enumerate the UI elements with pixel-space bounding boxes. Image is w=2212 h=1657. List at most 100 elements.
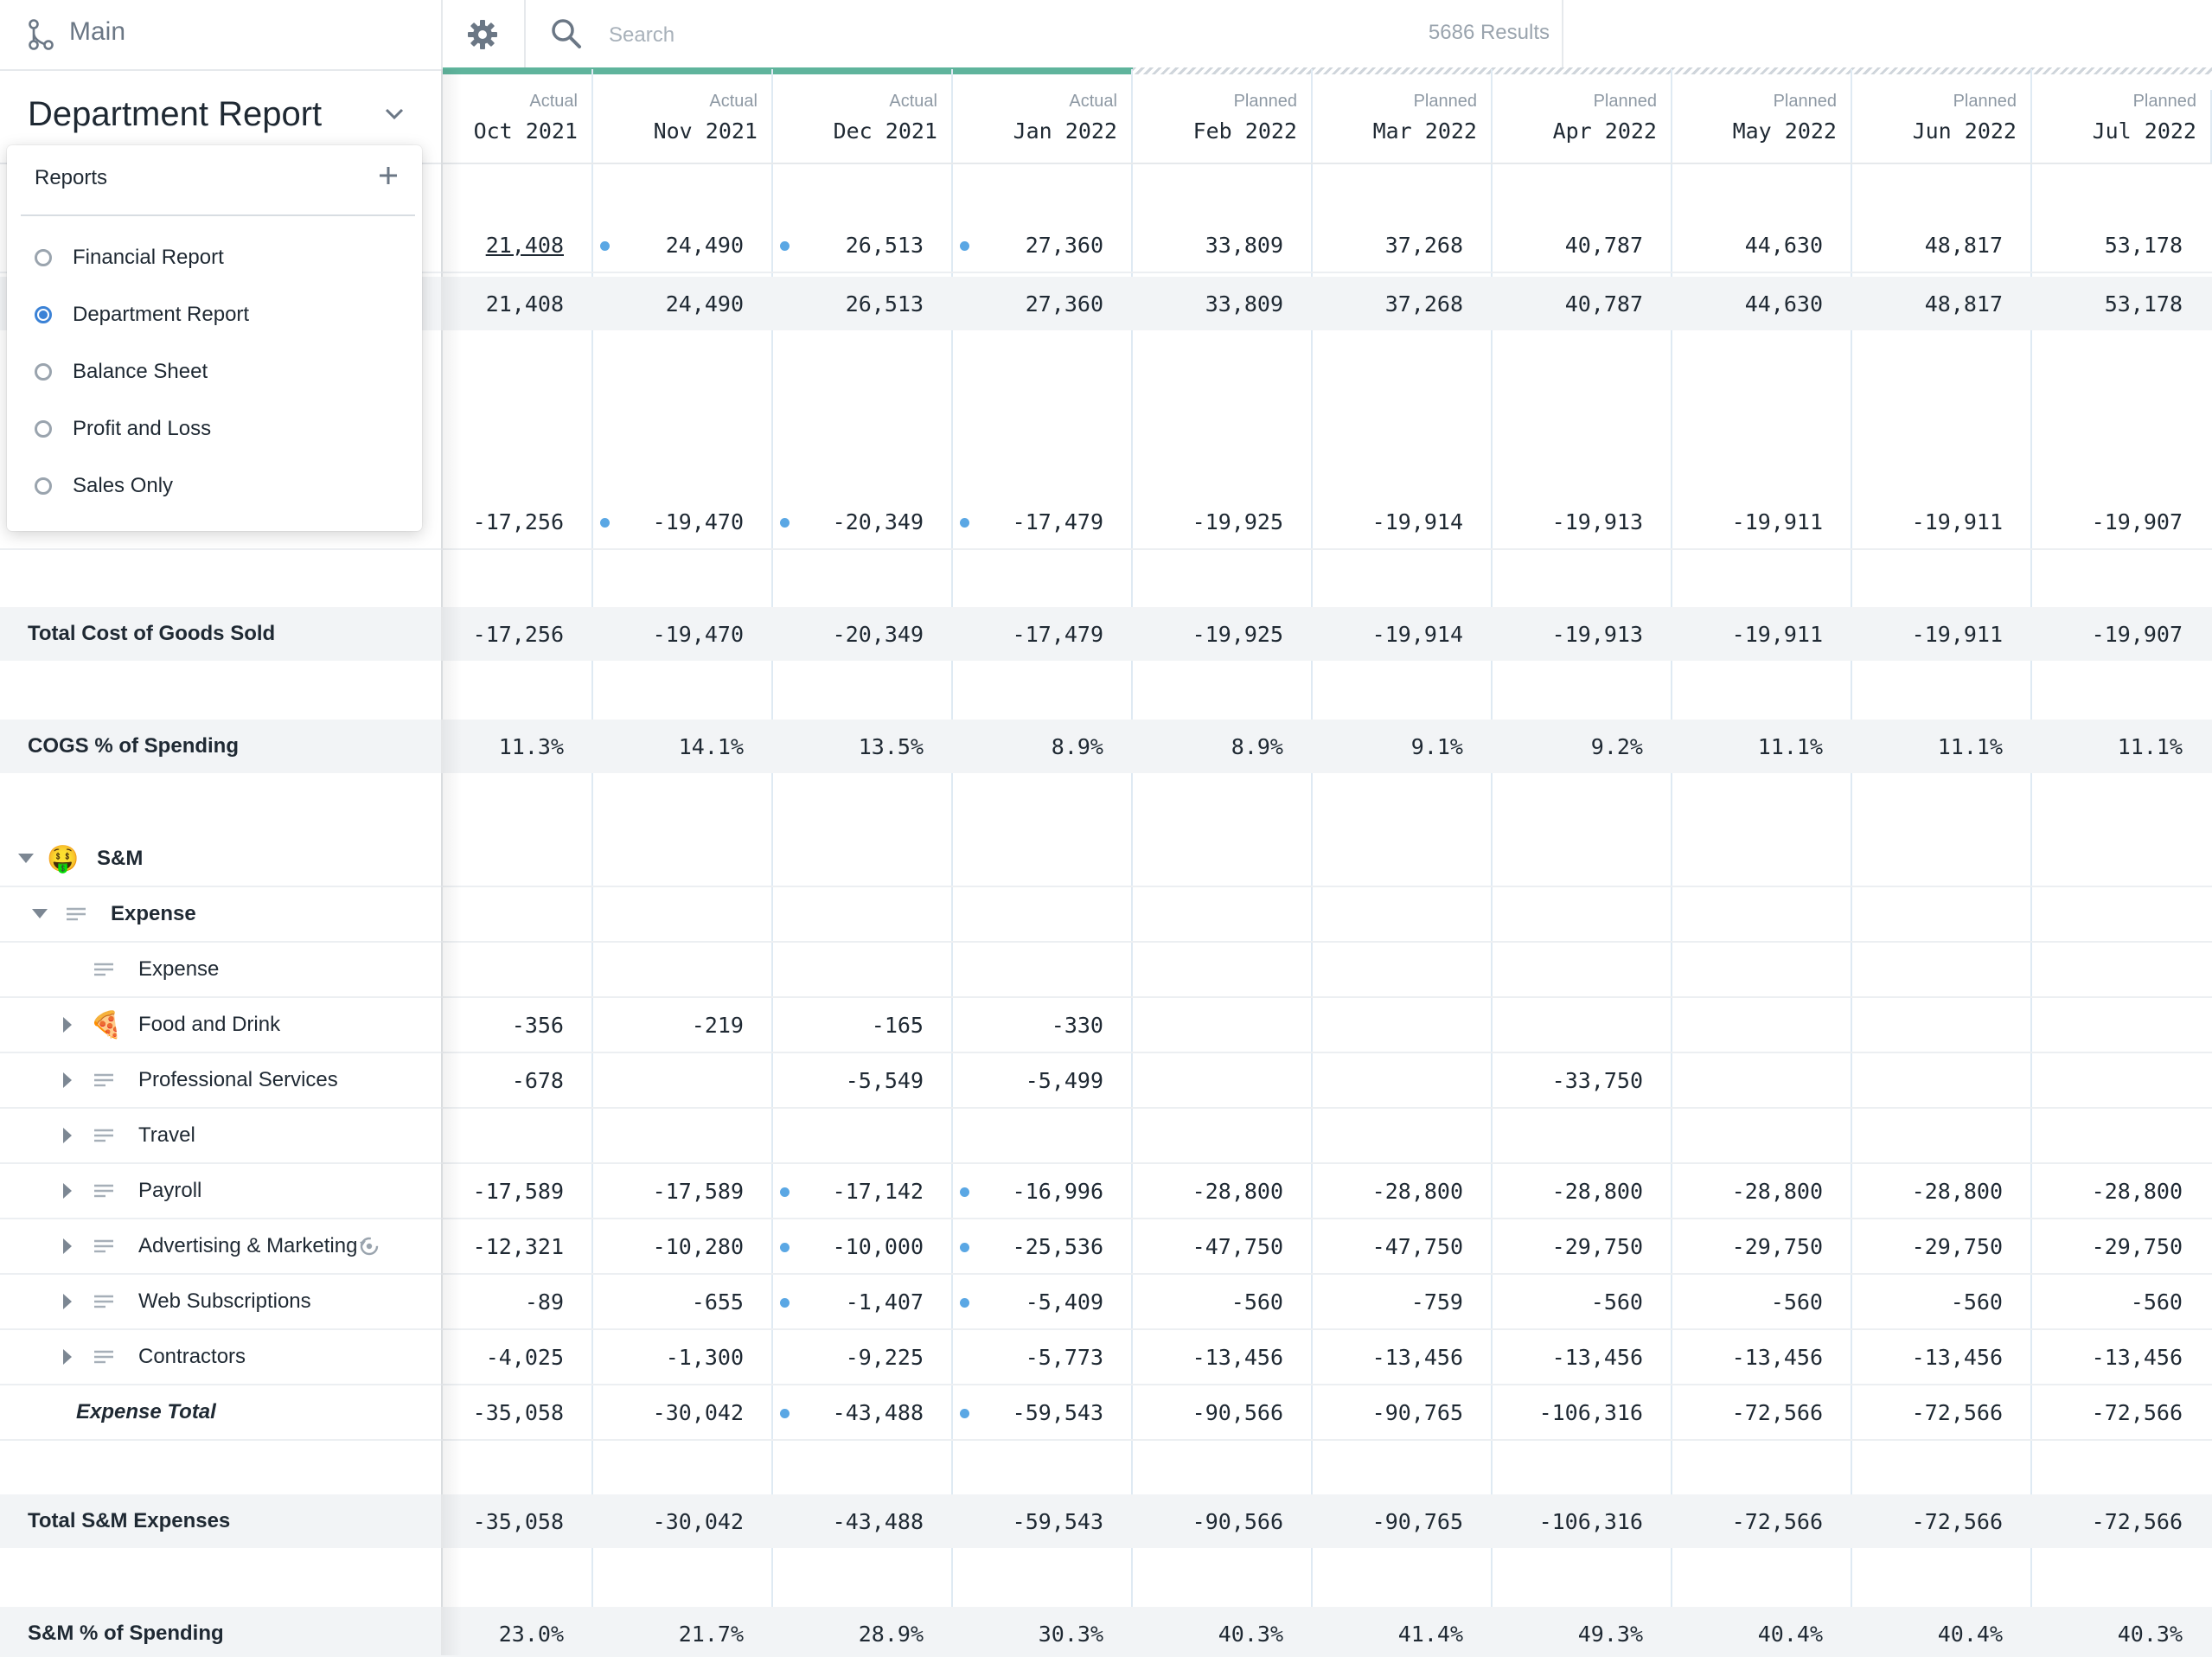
value-cell[interactable]: -13,456 — [1133, 1330, 1313, 1384]
value-cell[interactable]: 40.3% — [1133, 1607, 1313, 1657]
value-cell[interactable]: -19,913 — [1493, 495, 1672, 548]
value-cell[interactable] — [2032, 832, 2212, 886]
value-cell[interactable]: -17,589 — [593, 1164, 773, 1218]
caret-right-icon[interactable] — [62, 1164, 73, 1218]
value-cell[interactable]: -219 — [593, 998, 773, 1052]
value-cell[interactable]: 40.3% — [2032, 1607, 2212, 1657]
main-nav[interactable]: Main — [0, 0, 443, 69]
report-option[interactable]: Profit and Loss — [35, 412, 211, 446]
value-cell[interactable] — [1313, 887, 1493, 941]
value-cell[interactable] — [773, 832, 953, 886]
table-row[interactable]: Total Cost of Goods Sold -17,256 -19,470 -2… — [0, 607, 2212, 661]
value-cell[interactable]: -28,800 — [2032, 1164, 2212, 1218]
radio-icon[interactable] — [35, 363, 52, 381]
value-cell[interactable]: -47,750 — [1133, 1219, 1313, 1273]
caret-down-icon[interactable] — [31, 887, 48, 941]
value-cell[interactable]: -19,913 — [1493, 607, 1672, 661]
value-cell[interactable]: -655 — [593, 1275, 773, 1328]
column-header[interactable]: Planned Feb 2022 — [1133, 90, 1313, 163]
value-cell[interactable]: -19,907 — [2032, 607, 2212, 661]
value-cell[interactable]: -19,911 — [1852, 607, 2032, 661]
value-cell[interactable] — [953, 832, 1133, 886]
chevron-down-icon[interactable] — [384, 107, 405, 121]
value-cell[interactable] — [1852, 1053, 2032, 1107]
value-cell[interactable] — [593, 1109, 773, 1162]
value-cell[interactable]: -17,256 — [443, 607, 593, 661]
radio-icon[interactable] — [35, 249, 52, 266]
value-cell[interactable]: -19,925 — [1133, 495, 1313, 548]
value-cell[interactable]: -5,409 — [953, 1275, 1133, 1328]
value-cell[interactable]: -17,479 — [953, 607, 1133, 661]
value-cell[interactable] — [953, 1109, 1133, 1162]
value-cell[interactable]: -30,042 — [593, 1385, 773, 1439]
value-cell[interactable]: 8.9% — [953, 720, 1133, 773]
value-cell[interactable]: 48,817 — [1852, 218, 2032, 272]
value-cell[interactable]: -28,800 — [1493, 1164, 1672, 1218]
value-cell[interactable] — [773, 943, 953, 996]
caret-right-icon[interactable] — [62, 998, 73, 1052]
value-cell[interactable]: 21,408 — [443, 218, 593, 272]
value-cell[interactable]: 37,268 — [1313, 218, 1493, 272]
value-cell[interactable] — [953, 887, 1133, 941]
value-cell[interactable]: -19,470 — [593, 495, 773, 548]
value-cell[interactable] — [1493, 998, 1672, 1052]
table-row[interactable]: COGS % of Spending 11.3% 14.1% 13.5% 8.9% 8.9… — [0, 720, 2212, 773]
value-cell[interactable]: -90,765 — [1313, 1494, 1493, 1548]
value-cell[interactable] — [2032, 887, 2212, 941]
caret-right-icon[interactable] — [62, 1109, 73, 1162]
value-cell[interactable]: -90,566 — [1133, 1385, 1313, 1439]
value-cell[interactable]: -35,058 — [443, 1385, 593, 1439]
value-cell[interactable] — [1852, 998, 2032, 1052]
value-cell[interactable]: -19,911 — [1672, 495, 1852, 548]
value-cell[interactable] — [593, 887, 773, 941]
value-cell[interactable] — [2032, 943, 2212, 996]
value-cell[interactable] — [1672, 998, 1852, 1052]
value-cell[interactable]: -28,800 — [1852, 1164, 2032, 1218]
column-header[interactable]: Actual Oct 2021 — [443, 90, 593, 163]
value-cell[interactable] — [443, 887, 593, 941]
value-cell[interactable]: -19,907 — [2032, 495, 2212, 548]
value-cell[interactable]: 11.1% — [1672, 720, 1852, 773]
value-cell[interactable]: -72,566 — [2032, 1385, 2212, 1439]
value-cell[interactable] — [1133, 998, 1313, 1052]
value-cell[interactable]: -560 — [1493, 1275, 1672, 1328]
report-option[interactable]: Department Report — [35, 297, 249, 332]
column-header[interactable]: Planned Mar 2022 — [1313, 90, 1493, 163]
value-cell[interactable]: -9,225 — [773, 1330, 953, 1384]
value-cell[interactable]: -5,549 — [773, 1053, 953, 1107]
radio-icon[interactable] — [35, 420, 52, 438]
value-cell[interactable] — [1133, 887, 1313, 941]
value-cell[interactable]: -13,456 — [1852, 1330, 2032, 1384]
table-row[interactable]: 21,408 24,490 26,513 27,360 33,809 37,268 40,7… — [0, 218, 2212, 273]
value-cell[interactable]: -19,914 — [1313, 495, 1493, 548]
report-title[interactable]: Department Report — [28, 95, 323, 133]
search-input[interactable] — [607, 16, 1285, 55]
value-cell[interactable]: 41.4% — [1313, 1607, 1493, 1657]
value-cell[interactable] — [1133, 832, 1313, 886]
value-cell[interactable]: 40,787 — [1493, 277, 1672, 330]
value-cell[interactable] — [1493, 943, 1672, 996]
value-cell[interactable]: -356 — [443, 998, 593, 1052]
value-cell[interactable] — [1493, 1109, 1672, 1162]
value-cell[interactable]: -12,321 — [443, 1219, 593, 1273]
value-cell[interactable]: 26,513 — [773, 277, 953, 330]
value-cell[interactable]: -90,566 — [1133, 1494, 1313, 1548]
value-cell[interactable]: -13,456 — [1313, 1330, 1493, 1384]
plus-icon[interactable] — [377, 164, 400, 187]
value-cell[interactable]: -106,316 — [1493, 1494, 1672, 1548]
value-cell[interactable] — [1493, 832, 1672, 886]
value-cell[interactable] — [1852, 943, 2032, 996]
value-cell[interactable] — [593, 1053, 773, 1107]
column-header[interactable]: Actual Nov 2021 — [593, 90, 773, 163]
value-cell[interactable]: -28,800 — [1313, 1164, 1493, 1218]
settings-button[interactable] — [441, 0, 526, 69]
value-cell[interactable]: -4,025 — [443, 1330, 593, 1384]
value-cell[interactable]: 53,178 — [2032, 277, 2212, 330]
value-cell[interactable]: 24,490 — [593, 218, 773, 272]
value-cell[interactable]: 9.2% — [1493, 720, 1672, 773]
value-cell[interactable]: -33,750 — [1493, 1053, 1672, 1107]
value-cell[interactable] — [1672, 1053, 1852, 1107]
value-cell[interactable]: 21.7% — [593, 1607, 773, 1657]
value-cell[interactable]: -89 — [443, 1275, 593, 1328]
value-cell[interactable]: -165 — [773, 998, 953, 1052]
